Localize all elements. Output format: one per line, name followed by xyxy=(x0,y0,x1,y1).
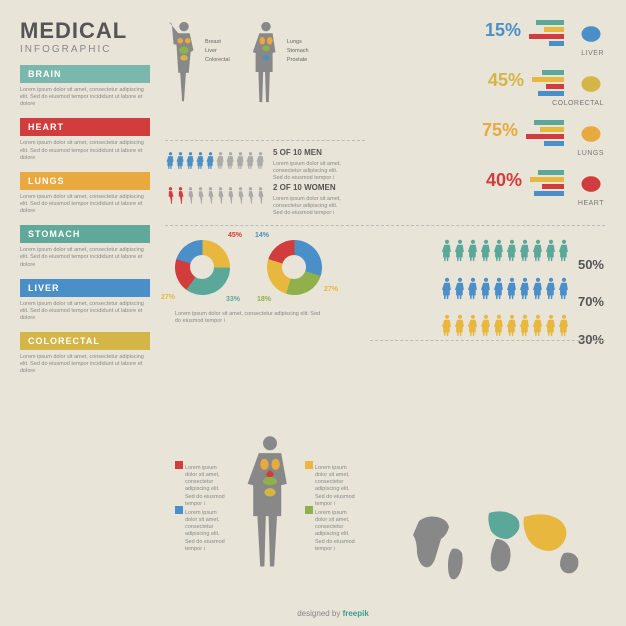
person-icon xyxy=(453,274,467,304)
person-icon xyxy=(479,274,493,304)
person-icon xyxy=(505,311,519,341)
section-label-brain: BRAIN xyxy=(20,65,150,83)
divider xyxy=(165,140,365,141)
stat-name: LUNGS xyxy=(394,150,604,157)
person-icon xyxy=(557,274,571,304)
section-text: Lorem ipsum dolor sit amet, consectetur … xyxy=(20,140,150,161)
page-title: MEDICAL xyxy=(20,18,150,44)
person-icon xyxy=(440,236,454,266)
person-icon xyxy=(440,311,454,341)
grid-percentage: 70% xyxy=(578,294,604,309)
male-silhouette xyxy=(247,20,285,105)
person-icon xyxy=(557,311,571,341)
person-icon xyxy=(544,236,558,266)
section-text: Lorem ipsum dolor sit amet, consectetur … xyxy=(20,87,150,108)
divider xyxy=(370,340,605,341)
credit: designed by freepik xyxy=(20,609,626,618)
person-icon xyxy=(544,311,558,341)
person-icon xyxy=(466,236,480,266)
person-icon xyxy=(479,236,493,266)
section-label-stomach: STOMACH xyxy=(20,225,150,243)
person-icon xyxy=(255,148,266,174)
donut-chart-1: 45% 27% 33% xyxy=(175,240,230,295)
stat-percentage: 40% xyxy=(486,170,522,190)
person-icon xyxy=(492,274,506,304)
person-icon xyxy=(518,236,532,266)
body-label: Colorectal xyxy=(205,56,245,65)
section-label-liver: LIVER xyxy=(20,279,150,297)
section-label-lungs: LUNGS xyxy=(20,172,150,190)
stat-name: COLORECTAL xyxy=(394,100,604,107)
body-label: Lungs xyxy=(287,38,321,47)
person-icon xyxy=(479,311,493,341)
organ-stat-lungs: 75% LUNGS xyxy=(394,120,604,157)
organ-stat-colorectal: 45% COLORECTAL xyxy=(394,70,604,107)
section-text: Lorem ipsum dolor sit amet, consectetur … xyxy=(20,194,150,215)
person-icon xyxy=(557,236,571,266)
world-map xyxy=(404,501,604,596)
body-label: Stomach xyxy=(287,47,321,56)
person-icon xyxy=(531,274,545,304)
ratio-text: 5 OF 10 MEN xyxy=(273,148,343,157)
section-text: Lorem ipsum dolor sit amet, consectetur … xyxy=(20,301,150,322)
stat-name: LIVER xyxy=(394,50,604,57)
person-icon xyxy=(466,311,480,341)
person-icon xyxy=(466,274,480,304)
ratio-text: 2 OF 10 WOMEN xyxy=(273,183,343,192)
section-text: Lorem ipsum dolor sit amet, consectetur … xyxy=(20,247,150,268)
men-ratio: 5 OF 10 MEN Lorem ipsum dolor sit amet, … xyxy=(165,148,343,182)
page-subtitle: INFOGRAPHIC xyxy=(20,44,150,55)
person-icon xyxy=(518,274,532,304)
section-label-heart: HEART xyxy=(20,118,150,136)
donut-chart-2: 14% 18% 27% xyxy=(267,240,322,295)
person-icon xyxy=(453,311,467,341)
person-icon xyxy=(492,236,506,266)
stat-name: HEART xyxy=(394,200,604,207)
women-ratio: 2 OF 10 WOMEN Lorem ipsum dolor sit amet… xyxy=(165,183,343,217)
body-label: Breast xyxy=(205,38,245,47)
person-icon xyxy=(440,274,454,304)
organ-stat-liver: 15% LIVER xyxy=(394,20,604,57)
anatomy-figure: Lorem ipsum dolor sit amet, consectetur … xyxy=(185,431,355,591)
stat-percentage: 45% xyxy=(488,70,524,90)
person-icon xyxy=(505,274,519,304)
left-sidebar: MEDICAL INFOGRAPHIC BRAIN Lorem ipsum dol… xyxy=(20,18,150,376)
person-icon xyxy=(544,274,558,304)
person-icon xyxy=(255,183,266,209)
donut-charts: 45% 27% 33% 14% 18% 27% Lorem ipsum dolo… xyxy=(175,240,325,325)
person-icon xyxy=(531,236,545,266)
section-label-colorectal: COLORECTAL xyxy=(20,332,150,350)
person-icon xyxy=(492,311,506,341)
organ-stat-heart: 40% HEART xyxy=(394,170,604,207)
divider xyxy=(165,225,605,226)
section-text: Lorem ipsum dolor sit amet, consectetur … xyxy=(20,354,150,375)
body-label: Prostate xyxy=(287,56,321,65)
people-grid: 50%70%30% xyxy=(440,236,604,349)
person-icon xyxy=(531,311,545,341)
person-icon xyxy=(453,236,467,266)
stat-percentage: 15% xyxy=(485,20,521,40)
female-silhouette xyxy=(165,20,203,105)
grid-percentage: 50% xyxy=(578,257,604,272)
body-label: Liver xyxy=(205,47,245,56)
body-diagrams: Breast Liver Colorectal Lungs Stomach Pr… xyxy=(165,20,345,140)
person-icon xyxy=(518,311,532,341)
stat-percentage: 75% xyxy=(482,120,518,140)
person-icon xyxy=(505,236,519,266)
